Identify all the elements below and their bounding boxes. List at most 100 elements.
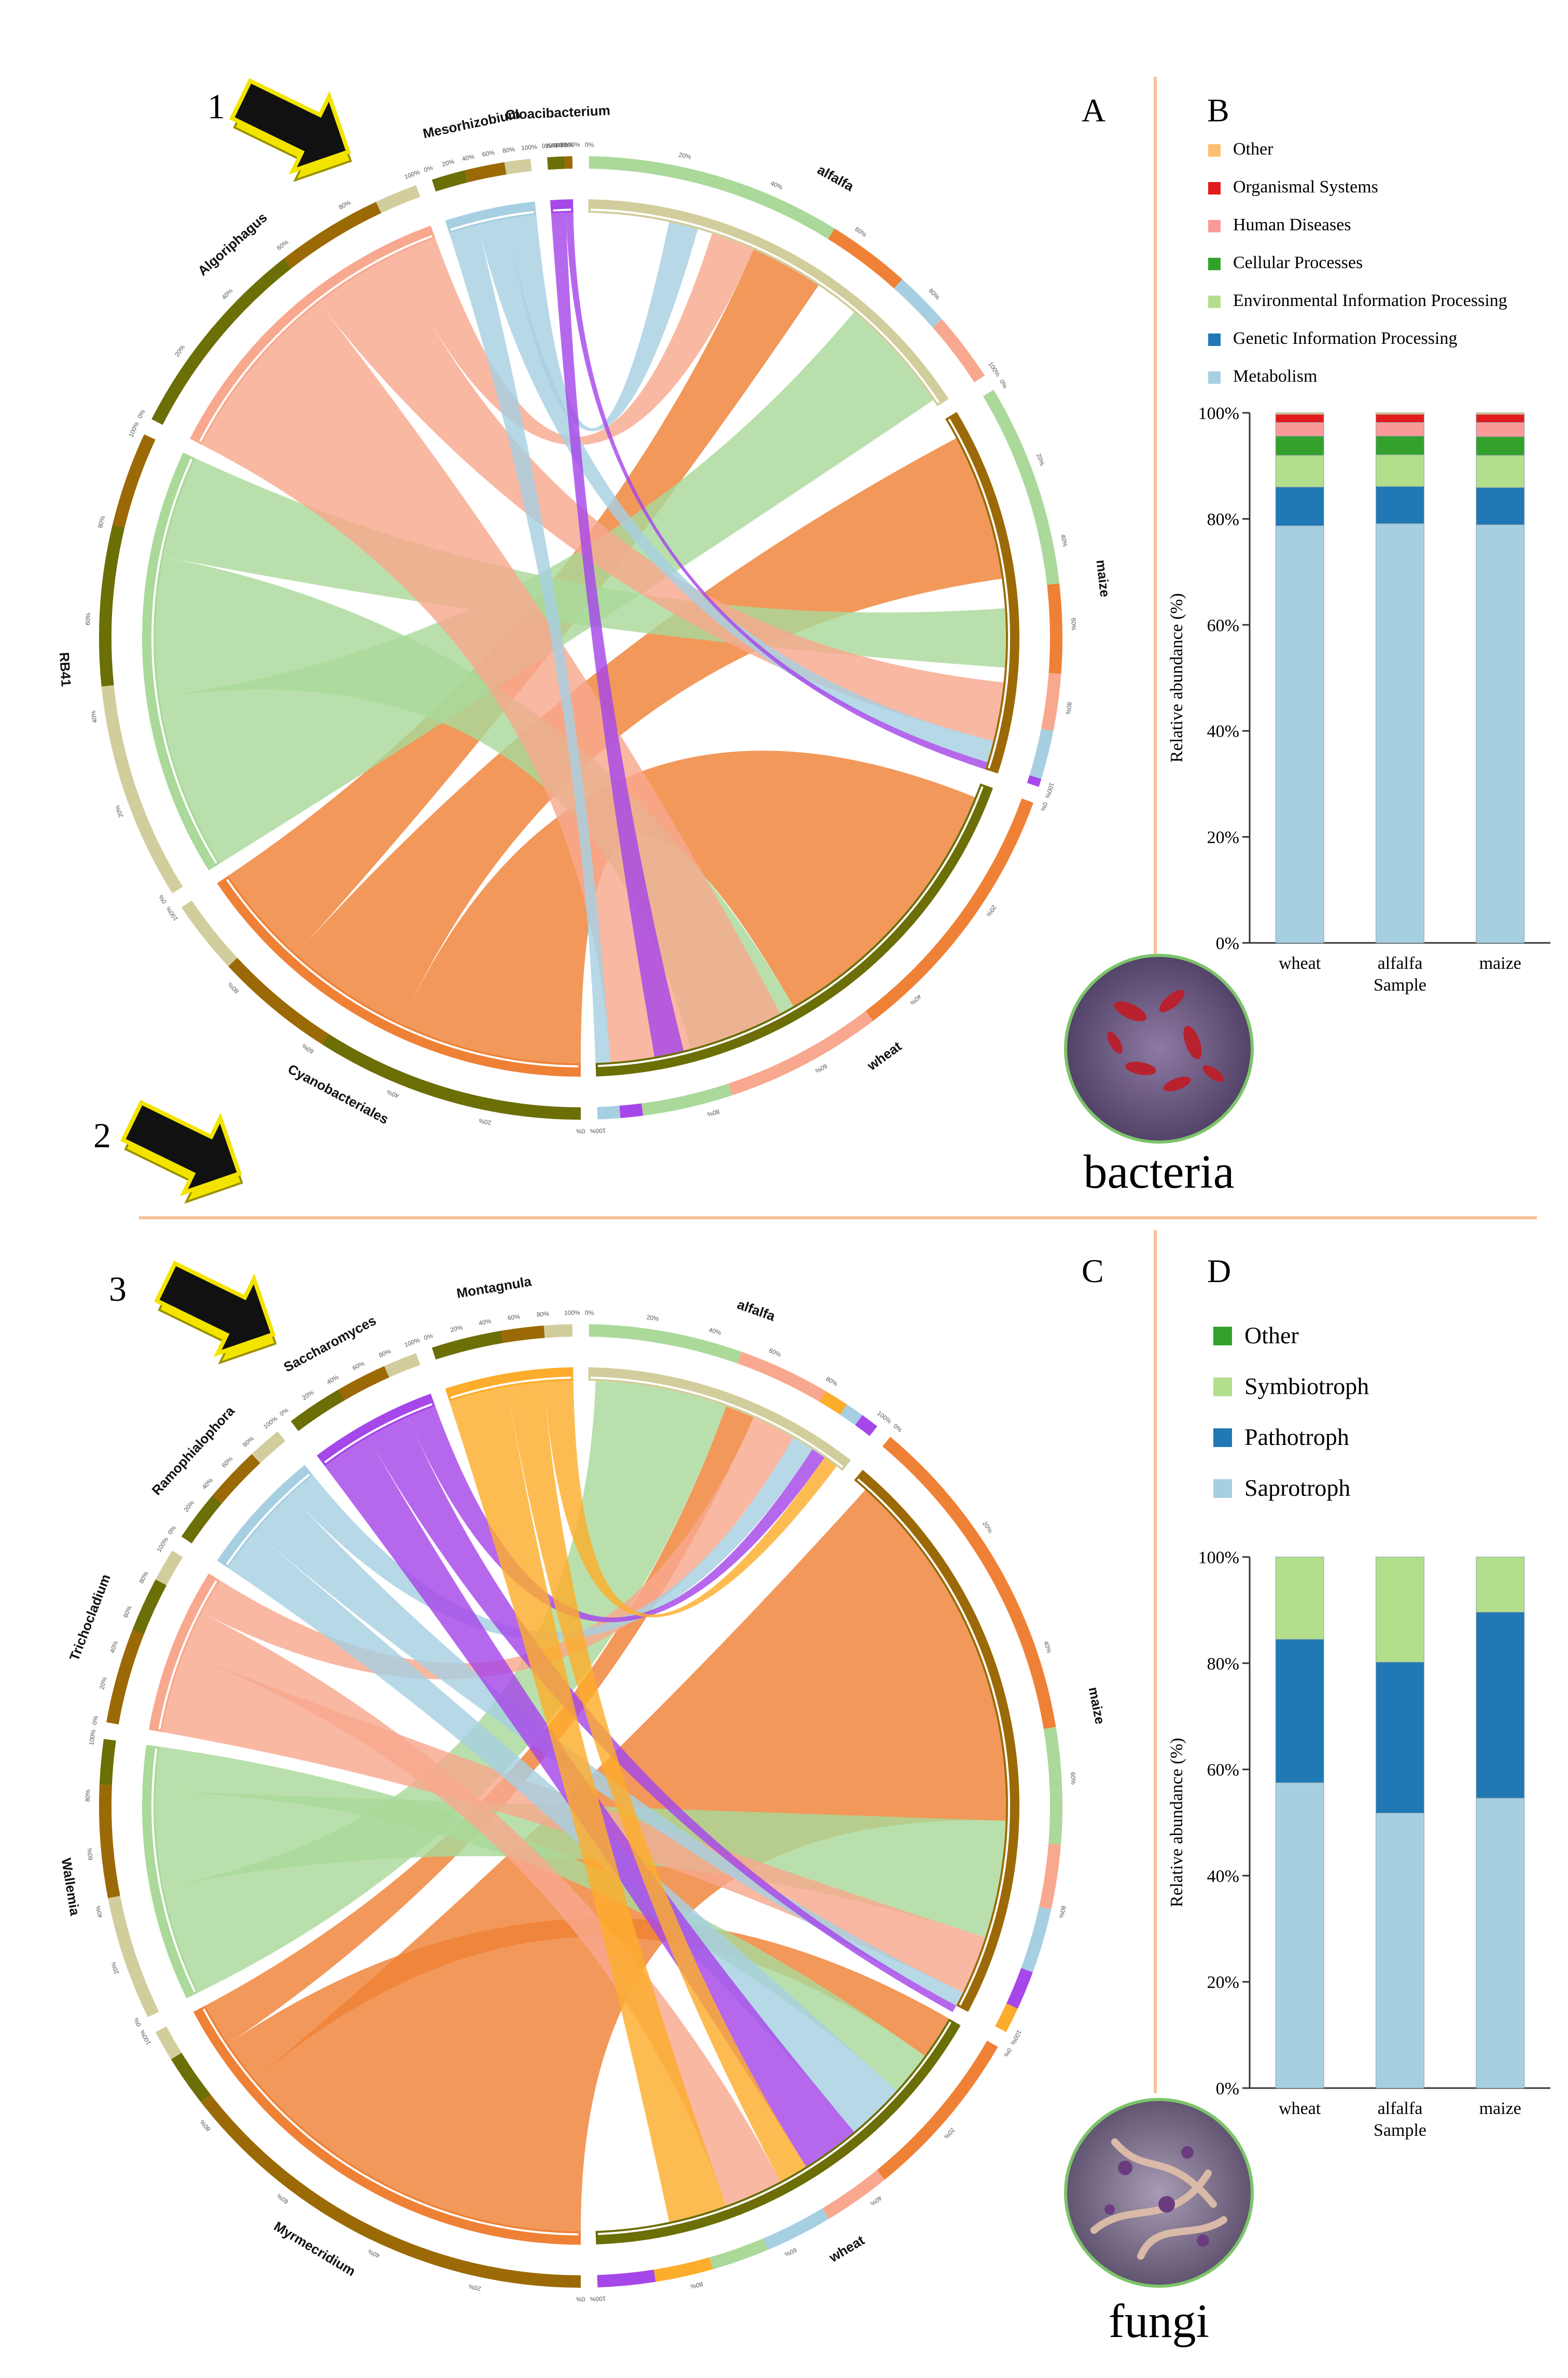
bar-segment-metabolism [1275, 525, 1324, 943]
chord-tick-label: 40% [478, 1317, 492, 1327]
chord-tick-label: 40% [89, 710, 99, 724]
chord-tick-label: 80% [241, 1435, 255, 1449]
y-tick-label: 100% [1198, 1548, 1239, 1567]
chord-outer-track [894, 279, 942, 328]
chord-tick-label: 80% [561, 141, 573, 149]
chord-tick-label: 40% [108, 1640, 119, 1654]
chord-tick-label: 40% [386, 1088, 400, 1100]
chord-outer-track [431, 1330, 503, 1360]
chord-segment-cyanobacteriales [217, 875, 581, 1077]
legend-label: Human Diseases [1233, 215, 1351, 234]
chord-tick-label: 0% [585, 1309, 594, 1316]
chord-tick-label: 100% [590, 1127, 606, 1135]
chord-ribbon [156, 1791, 1006, 1938]
legend-swatch [1208, 296, 1221, 308]
chord-tick-label: 20% [441, 158, 455, 168]
bar-segment-saprotroph [1275, 1782, 1324, 2089]
legend-swatch [1213, 1428, 1232, 1447]
y-tick-label: 20% [1207, 828, 1239, 847]
chord-outer-track [108, 1896, 159, 2018]
chord-tick-label: 80% [338, 199, 352, 211]
chord-outer-track [737, 1352, 826, 1402]
chord-tick-label: 100% [403, 1336, 421, 1348]
chord-segment-wheat [595, 783, 993, 1077]
chord-tick-label: 20% [646, 1314, 660, 1323]
chord-tick-label: 80% [226, 981, 240, 995]
arrow-icon-1 [229, 78, 352, 182]
chord-tick-label: 0% [423, 164, 434, 174]
chord-outer-track [99, 1739, 116, 1785]
x-axis-label: Sample [1374, 2121, 1426, 2140]
chord-tick-label: 60% [301, 1042, 315, 1055]
panel-number-3: 3 [109, 1269, 127, 1309]
chord-outer-track [1029, 728, 1054, 779]
y-tick-label: 40% [1207, 722, 1239, 741]
chord-tick-label: 20% [98, 1676, 108, 1690]
chord-segment-label: Algoriphagus [194, 210, 270, 279]
chord-tick-label: 0% [1002, 2047, 1013, 2058]
chord-ribbon [507, 215, 698, 432]
chord-tick-label: 40% [1042, 1640, 1053, 1654]
chord-tick-label: 100% [521, 143, 538, 152]
bar-segment-organismal-systems [1376, 414, 1424, 423]
legend-swatch [1208, 182, 1221, 194]
chord-outer-track [1006, 1968, 1033, 2009]
bar-segment-genetic-information-processing [1376, 486, 1424, 524]
chord-tick-label: 60% [555, 141, 568, 149]
chord-tick-label: 100% [262, 1415, 279, 1430]
chord-outer-track [151, 258, 292, 425]
chord-ribbon [156, 557, 794, 1049]
bar-segment-environmental-information-processing [1275, 455, 1324, 488]
chord-outer-track [504, 159, 532, 175]
fungi-hyphae [1090, 2138, 1227, 2260]
x-tick-label: maize [1479, 2099, 1521, 2118]
chord-outer-track [728, 1011, 873, 1095]
y-tick-label: 20% [1207, 1973, 1239, 1992]
bar-segment-human-diseases [1476, 422, 1525, 437]
chord-outer-track [641, 1083, 733, 1116]
chord-outer-track [284, 202, 382, 269]
chord-tick-label: 60% [84, 613, 92, 625]
bacteria-caption: bacteria [1083, 1145, 1234, 1198]
bar-segment-metabolism [1376, 523, 1424, 943]
legend-swatch [1208, 333, 1221, 346]
chord-tick-label: 20% [173, 343, 187, 358]
chord-ribbon [184, 1612, 780, 2206]
y-tick-label: 80% [1207, 510, 1239, 529]
chord-outer-track [1043, 1727, 1062, 1845]
x-tick-label: alfalfa [1378, 2099, 1423, 2118]
chord-tick-label: 100% [1044, 782, 1056, 799]
chord-segment-wallemia [142, 1745, 199, 1998]
chord-ribbon [543, 1381, 837, 1618]
panel-label-d: D [1207, 1253, 1231, 1289]
x-axis-label: Sample [1374, 976, 1426, 995]
bar-segment-symbiotroph [1476, 1556, 1525, 1612]
legend-swatch [1208, 258, 1221, 270]
chord-tick-label: 20% [478, 1117, 492, 1127]
chord-outer-track [828, 228, 903, 289]
chord-tick-label: 0% [166, 1524, 177, 1536]
chord-ribbon [401, 750, 975, 1063]
y-tick-label: 60% [1207, 616, 1239, 635]
chord-ribbon [228, 249, 819, 954]
chord-tick-label: 60% [507, 1313, 521, 1322]
chord-tick-label: 100% [987, 360, 1002, 378]
y-tick-label: 100% [1198, 404, 1239, 423]
chord-tick-label: 40% [201, 1477, 215, 1491]
chord-tick-label: 100% [164, 905, 179, 923]
bar-segment-other [1275, 412, 1324, 415]
chord-outer-track [171, 2052, 211, 2102]
chord-outer-track [1047, 583, 1062, 674]
fungi-spores [1104, 2146, 1209, 2247]
chord-tick-label: 20% [183, 1499, 196, 1513]
bacteria-cells [1107, 990, 1224, 1092]
bar-segment-symbiotroph [1275, 1556, 1324, 1640]
legend-label: Symbiotroph [1244, 1373, 1369, 1399]
chord-outer-track [597, 2269, 656, 2288]
fungi-photo: fungi [1064, 2098, 1254, 2347]
chord-tick-label: 20% [985, 903, 998, 918]
chord-outer-track [251, 1431, 286, 1463]
chord-tick-label: 40% [708, 1326, 722, 1337]
legend-label: Environmental Information Processing [1233, 291, 1507, 310]
